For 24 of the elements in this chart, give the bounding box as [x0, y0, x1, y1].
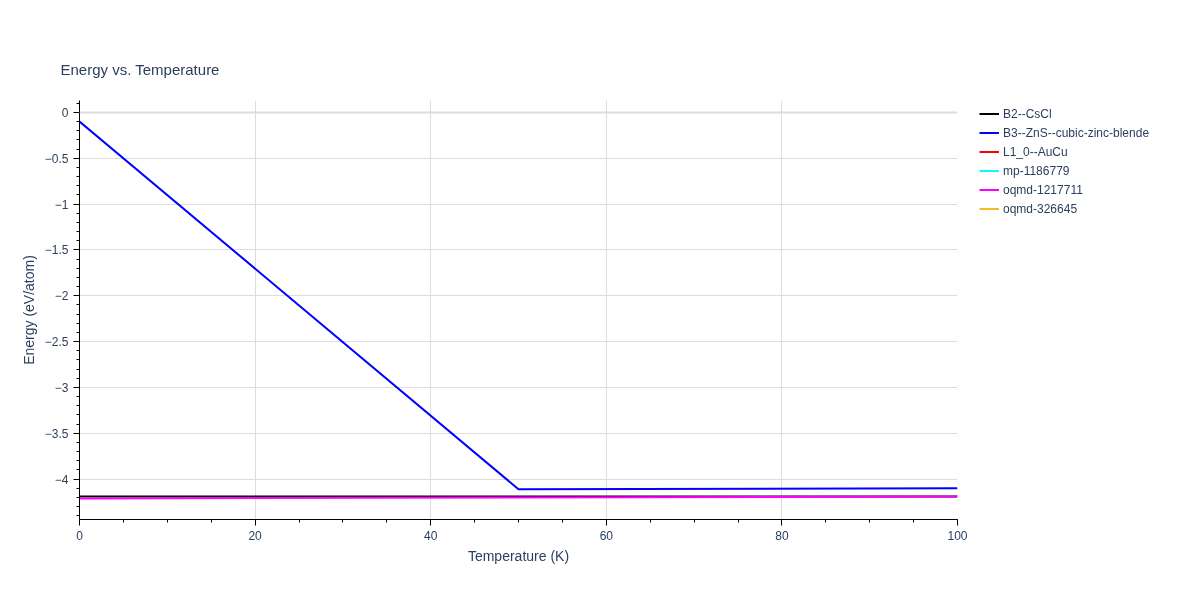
- chart-title: Energy vs. Temperature: [60, 61, 220, 78]
- x-tick-label: 0: [76, 528, 84, 543]
- y-tick-label: −3.5: [44, 426, 69, 441]
- y-tick-label: −2.5: [44, 335, 69, 350]
- x-tick-label: 100: [947, 528, 968, 543]
- x-tick-label: 60: [599, 528, 614, 543]
- legend-label: oqmd-1217711: [1003, 181, 1083, 199]
- legend-label: oqmd-326645: [1003, 200, 1078, 218]
- y-tick-label: −0.5: [44, 151, 69, 166]
- y-tick-label: −2: [54, 289, 69, 304]
- y-axis-title: Energy (eV/atom): [20, 255, 37, 365]
- y-tick-label: −4: [54, 472, 69, 487]
- y-tick-label: −1: [54, 197, 69, 212]
- x-tick-label: 20: [248, 528, 263, 543]
- x-tick-label: 80: [775, 528, 789, 543]
- x-axis-title: Temperature (K): [467, 547, 570, 564]
- legend-label: mp-1186779: [1003, 162, 1070, 180]
- legend-label: B2--CsCl: [1003, 105, 1052, 123]
- x-tick-label: 40: [424, 528, 438, 543]
- legend-label: B3--ZnS--cubic-zinc-blende: [1003, 124, 1150, 142]
- y-tick-label: 0: [61, 105, 69, 120]
- y-tick-label: −3: [54, 380, 69, 395]
- y-tick-label: −1.5: [44, 243, 69, 258]
- legend-label: L1_0--AuCu: [1003, 143, 1068, 161]
